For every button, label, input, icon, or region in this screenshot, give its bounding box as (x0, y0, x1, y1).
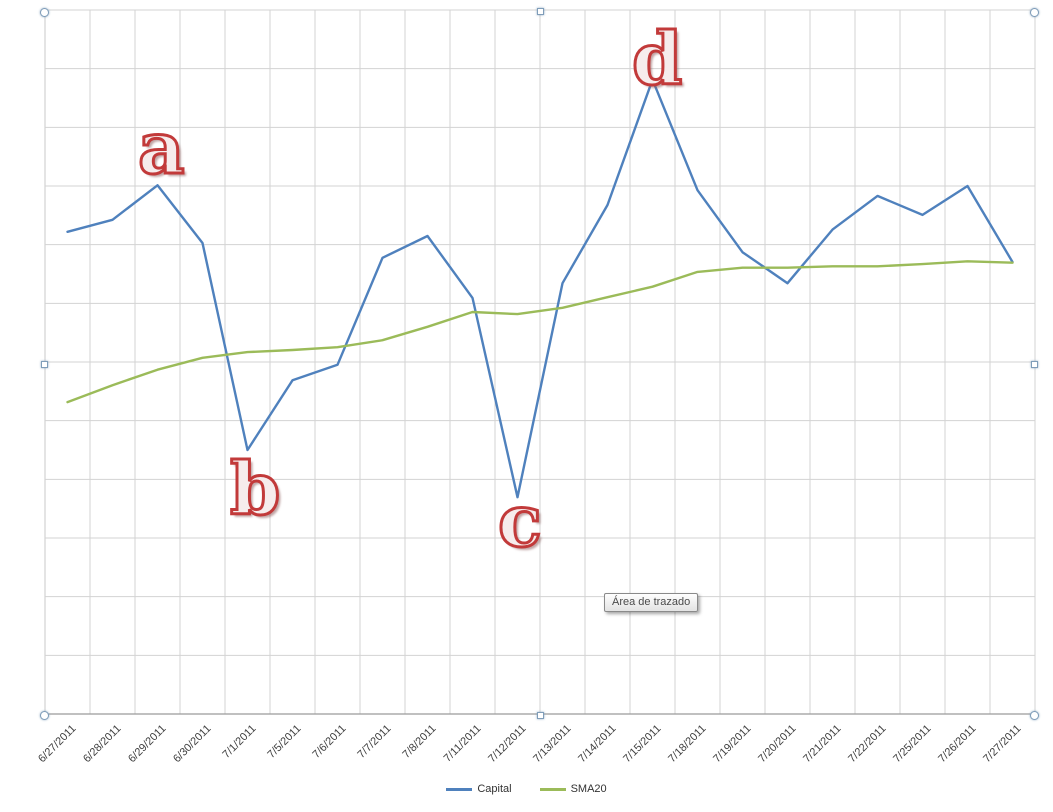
legend-item-sma20[interactable]: SMA20 (539, 783, 607, 795)
x-tick-label: 7/12/2011 (486, 723, 529, 766)
x-tick-label: 7/20/2011 (756, 723, 799, 766)
capital-line-swatch (446, 787, 473, 791)
series-line-capital[interactable] (66, 78, 1014, 499)
selection-handle-mid-left[interactable] (41, 361, 48, 368)
x-tick-label: 7/11/2011 (442, 723, 484, 765)
x-tick-label: 7/13/2011 (531, 723, 574, 766)
x-tick-label: 7/8/2011 (400, 723, 438, 761)
x-tick-label: 6/28/2011 (81, 723, 124, 766)
series-line-sma20[interactable] (66, 260, 1014, 404)
x-tick-label: 7/25/2011 (891, 723, 934, 766)
x-axis-labels: 6/27/2011 6/28/2011 6/29/2011 6/30/2011 7/1/… (36, 723, 1024, 766)
x-tick-label: 7/27/2011 (981, 723, 1024, 766)
selection-handle-mid-right[interactable] (1031, 361, 1038, 368)
selection-handle-top-center[interactable] (537, 8, 544, 15)
selection-handle-bottom-right[interactable] (1030, 711, 1039, 720)
x-tick-label: 6/27/2011 (36, 723, 79, 766)
x-tick-label: 7/7/2011 (355, 723, 393, 761)
x-tick-label: 7/19/2011 (711, 723, 754, 766)
selection-handle-top-left[interactable] (40, 8, 49, 17)
legend-item-capital[interactable]: Capital (446, 783, 512, 795)
x-tick-label: 7/22/2011 (846, 723, 889, 766)
x-tick-label: 7/5/2011 (265, 723, 303, 761)
selection-handle-bottom-center[interactable] (537, 712, 544, 719)
x-tick-label: 7/21/2011 (801, 723, 844, 766)
plot-area-tooltip: Área de trazado (604, 593, 699, 612)
selection-handle-top-right[interactable] (1030, 8, 1039, 17)
x-tick-label: 7/15/2011 (621, 723, 664, 766)
x-tick-label: 7/1/2011 (220, 723, 258, 761)
x-tick-label: 7/18/2011 (666, 723, 709, 766)
legend-label-sma20: SMA20 (570, 783, 607, 795)
x-tick-label: 7/14/2011 (576, 723, 619, 766)
x-tick-label: 7/26/2011 (936, 723, 979, 766)
x-tick-label: 6/30/2011 (171, 723, 214, 766)
x-tick-label: 6/29/2011 (126, 723, 169, 766)
legend[interactable]: Capital SMA20 (0, 783, 1053, 795)
legend-label-capital: Capital (477, 783, 512, 795)
sma20-line-swatch (539, 787, 566, 791)
x-tick-label: 7/6/2011 (310, 723, 348, 761)
selection-handle-bottom-left[interactable] (40, 711, 49, 720)
gridlines (44, 9, 1036, 715)
